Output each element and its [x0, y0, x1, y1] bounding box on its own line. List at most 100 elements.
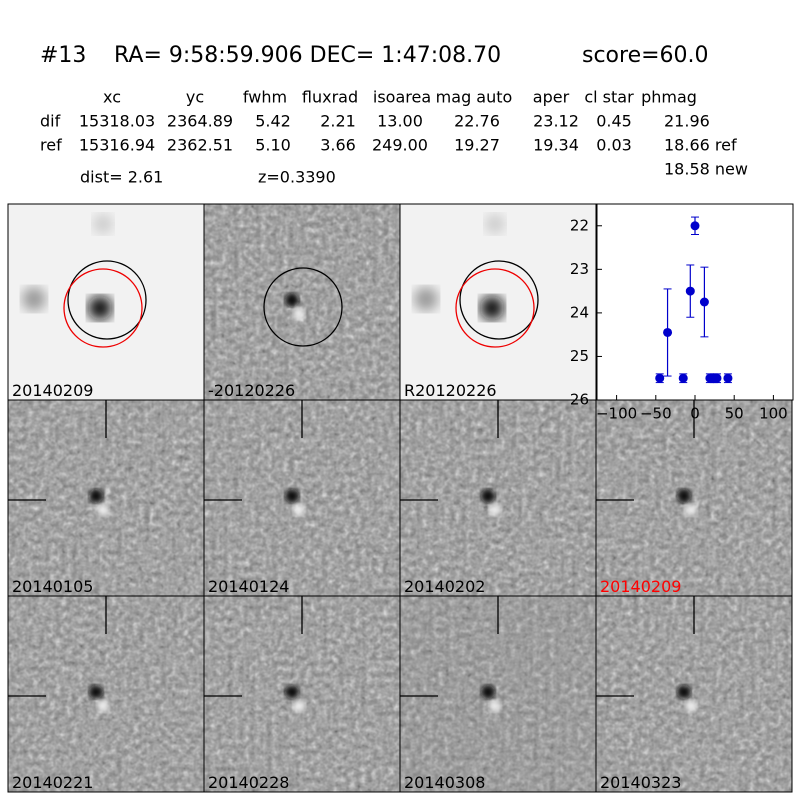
source	[285, 489, 299, 503]
source-res	[97, 700, 109, 712]
stamp-frame	[595, 595, 793, 793]
column-header: isoarea	[373, 88, 431, 107]
cell: 22.76	[454, 112, 500, 131]
cell: 15316.94	[79, 136, 155, 155]
source	[677, 685, 691, 699]
source-res	[685, 504, 697, 516]
stamp-label: R20120226	[404, 381, 497, 400]
x-tick-label: 0	[690, 405, 700, 423]
stamp-label: 20140105	[12, 577, 93, 596]
column-header: aper	[533, 88, 570, 107]
source	[481, 685, 495, 699]
galaxy	[22, 287, 46, 311]
redshift: z=0.3390	[258, 168, 336, 187]
column-header: fwhm	[243, 88, 287, 107]
source	[677, 489, 691, 503]
cell: 18.66 ref	[664, 136, 737, 155]
y-tick-label: 26	[570, 391, 589, 409]
column-header: xc	[103, 88, 121, 107]
galaxy	[88, 296, 112, 320]
source	[89, 489, 103, 503]
cell: 19.34	[533, 136, 579, 155]
candidate-id: #13	[40, 43, 86, 68]
stamp: 20140202	[399, 399, 597, 597]
aperture	[459, 260, 539, 340]
galaxy	[480, 296, 504, 320]
cell: 5.10	[255, 136, 291, 155]
cell: 0.03	[596, 136, 632, 155]
score: score=60.0	[582, 43, 709, 68]
cell: 19.27	[454, 136, 500, 155]
source-res	[489, 700, 501, 712]
source-res	[685, 700, 697, 712]
column-header: phmag	[641, 88, 697, 107]
y-tick-label: 24	[570, 303, 589, 321]
stamp-label: 20140323	[600, 773, 681, 792]
x-tick-label: 50	[725, 405, 744, 423]
point	[690, 221, 700, 231]
x-tick-label: −50	[640, 405, 672, 423]
cell: 249.00	[372, 136, 428, 155]
dist: dist= 2.61	[80, 168, 163, 187]
point	[712, 373, 722, 383]
aperture	[263, 267, 343, 347]
cell: 13.00	[377, 112, 423, 131]
galaxy	[93, 214, 113, 234]
stamp-label: 20140209	[600, 577, 681, 596]
cell: 23.12	[533, 112, 579, 131]
source	[481, 489, 495, 503]
coordinates: RA= 9:58:59.906 DEC= 1:47:08.70	[114, 43, 501, 68]
phmag-new: 18.58 new	[664, 160, 748, 179]
point	[678, 373, 688, 383]
stamp: R20120226	[399, 203, 597, 401]
aperture-ref	[455, 268, 535, 348]
column-header: mag auto	[436, 88, 513, 107]
cell: 15318.03	[79, 112, 155, 131]
column-header: fluxrad	[302, 88, 358, 107]
stamp-label: 20140202	[404, 577, 485, 596]
cell: 2362.51	[167, 136, 233, 155]
aperture-ref	[63, 268, 143, 348]
source-res	[97, 504, 109, 516]
stamp: -20120226	[203, 203, 401, 401]
y-tick-label: 25	[570, 347, 589, 365]
plot-bg	[596, 203, 794, 401]
source-res	[293, 504, 305, 516]
source-res	[489, 504, 501, 516]
source	[89, 685, 103, 699]
x-tick-label: −100	[596, 405, 637, 423]
stamp-label: -20120226	[208, 381, 295, 400]
galaxy	[485, 214, 505, 234]
stamp: 20140228	[203, 595, 401, 793]
stamp: 20140323	[595, 595, 793, 793]
y-tick-label: 22	[570, 216, 589, 234]
stamp-label: 20140124	[208, 577, 289, 596]
stamp-label: 20140308	[404, 773, 485, 792]
stamp: 20140209	[7, 203, 205, 401]
y-tick-label: 23	[570, 260, 589, 278]
stamp: 20140308	[399, 595, 597, 793]
point	[699, 297, 709, 307]
point	[663, 327, 673, 337]
cell: 2364.89	[167, 112, 233, 131]
cell: 3.66	[320, 136, 356, 155]
stamp-noise	[204, 204, 400, 400]
stamp: 20140124	[203, 399, 401, 597]
point	[685, 286, 695, 296]
x-tick-label: 100	[759, 405, 788, 423]
cell: 0.45	[596, 112, 632, 131]
stamp-label: 20140228	[208, 773, 289, 792]
column-header: cl star	[584, 88, 634, 107]
light-curve: 22 23 24 25 26 −100 −50 0 50 100	[570, 203, 794, 423]
stamps: 20140209 -20120226 R20120226 20140105 201401…	[7, 203, 793, 793]
stamp: 20140221	[7, 595, 205, 793]
cell: 2.21	[320, 112, 356, 131]
stamp: 20140105	[7, 399, 205, 597]
stamp: 20140209	[595, 399, 793, 597]
row-label: dif	[40, 112, 61, 131]
stamp-label: 20140209	[12, 381, 93, 400]
column-header: yc	[186, 88, 204, 107]
point	[723, 373, 733, 383]
source	[285, 685, 299, 699]
